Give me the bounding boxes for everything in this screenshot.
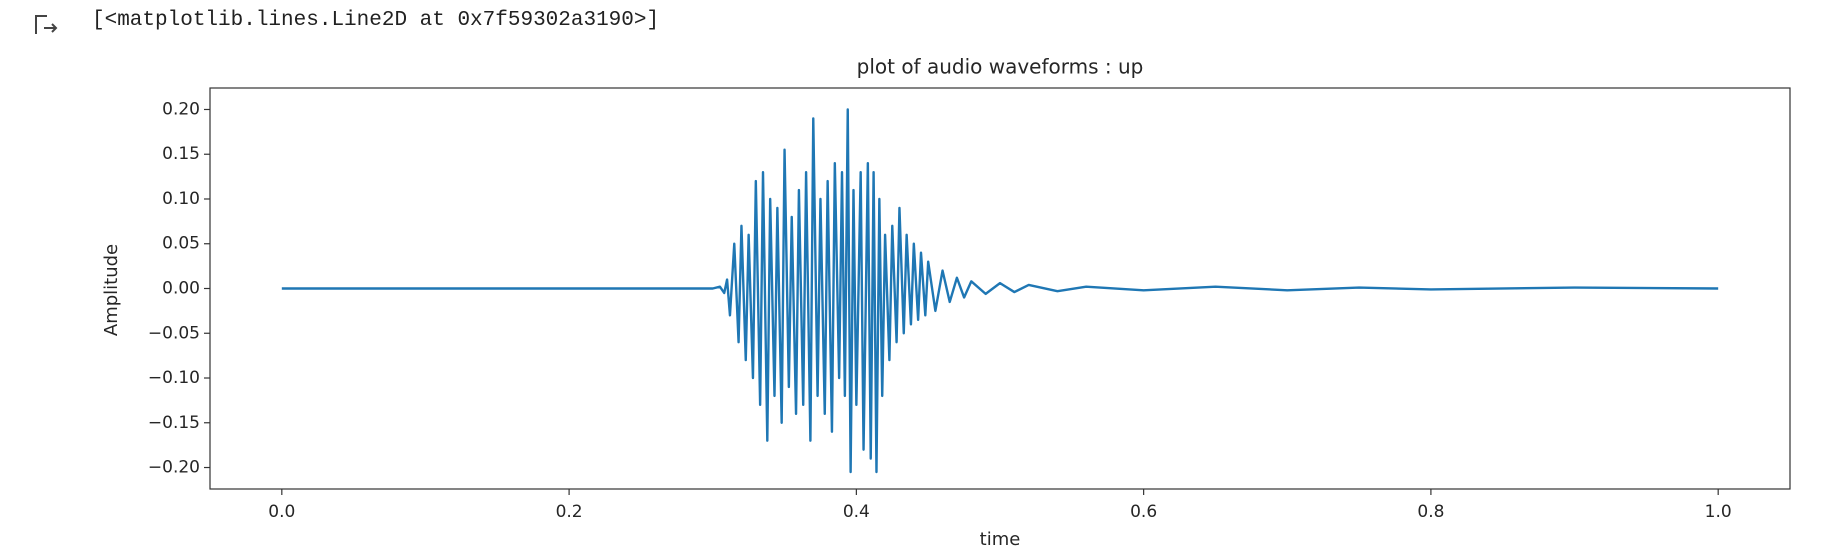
y-tick-label: 0.00 [162, 279, 200, 299]
cell-output-text: [<matplotlib.lines.Line2D at 0x7f59302a3… [92, 9, 660, 32]
x-tick-label: 0.6 [1130, 502, 1157, 522]
y-tick-label: 0.10 [162, 189, 200, 209]
x-axis-label: time [980, 529, 1021, 550]
x-tick-label: 0.8 [1417, 502, 1444, 522]
y-tick-label: −0.20 [148, 458, 200, 478]
output-icon [35, 15, 58, 34]
x-tick-label: 0.2 [556, 502, 583, 522]
y-tick-label: −0.15 [148, 413, 200, 433]
y-tick-label: 0.15 [162, 144, 200, 164]
y-tick-label: −0.05 [148, 323, 200, 343]
x-tick-label: 0.4 [843, 502, 870, 522]
waveform-line [281, 108, 1719, 474]
y-tick-label: −0.10 [148, 368, 200, 388]
chart-title: plot of audio waveforms : up [857, 55, 1144, 79]
y-tick-label: 0.05 [162, 234, 200, 254]
x-tick-label: 1.0 [1705, 502, 1732, 522]
plot-frame [209, 87, 1791, 490]
y-axis-label: Amplitude [101, 244, 122, 336]
y-tick-label: 0.20 [162, 99, 200, 119]
x-tick-label: 0.0 [268, 502, 295, 522]
